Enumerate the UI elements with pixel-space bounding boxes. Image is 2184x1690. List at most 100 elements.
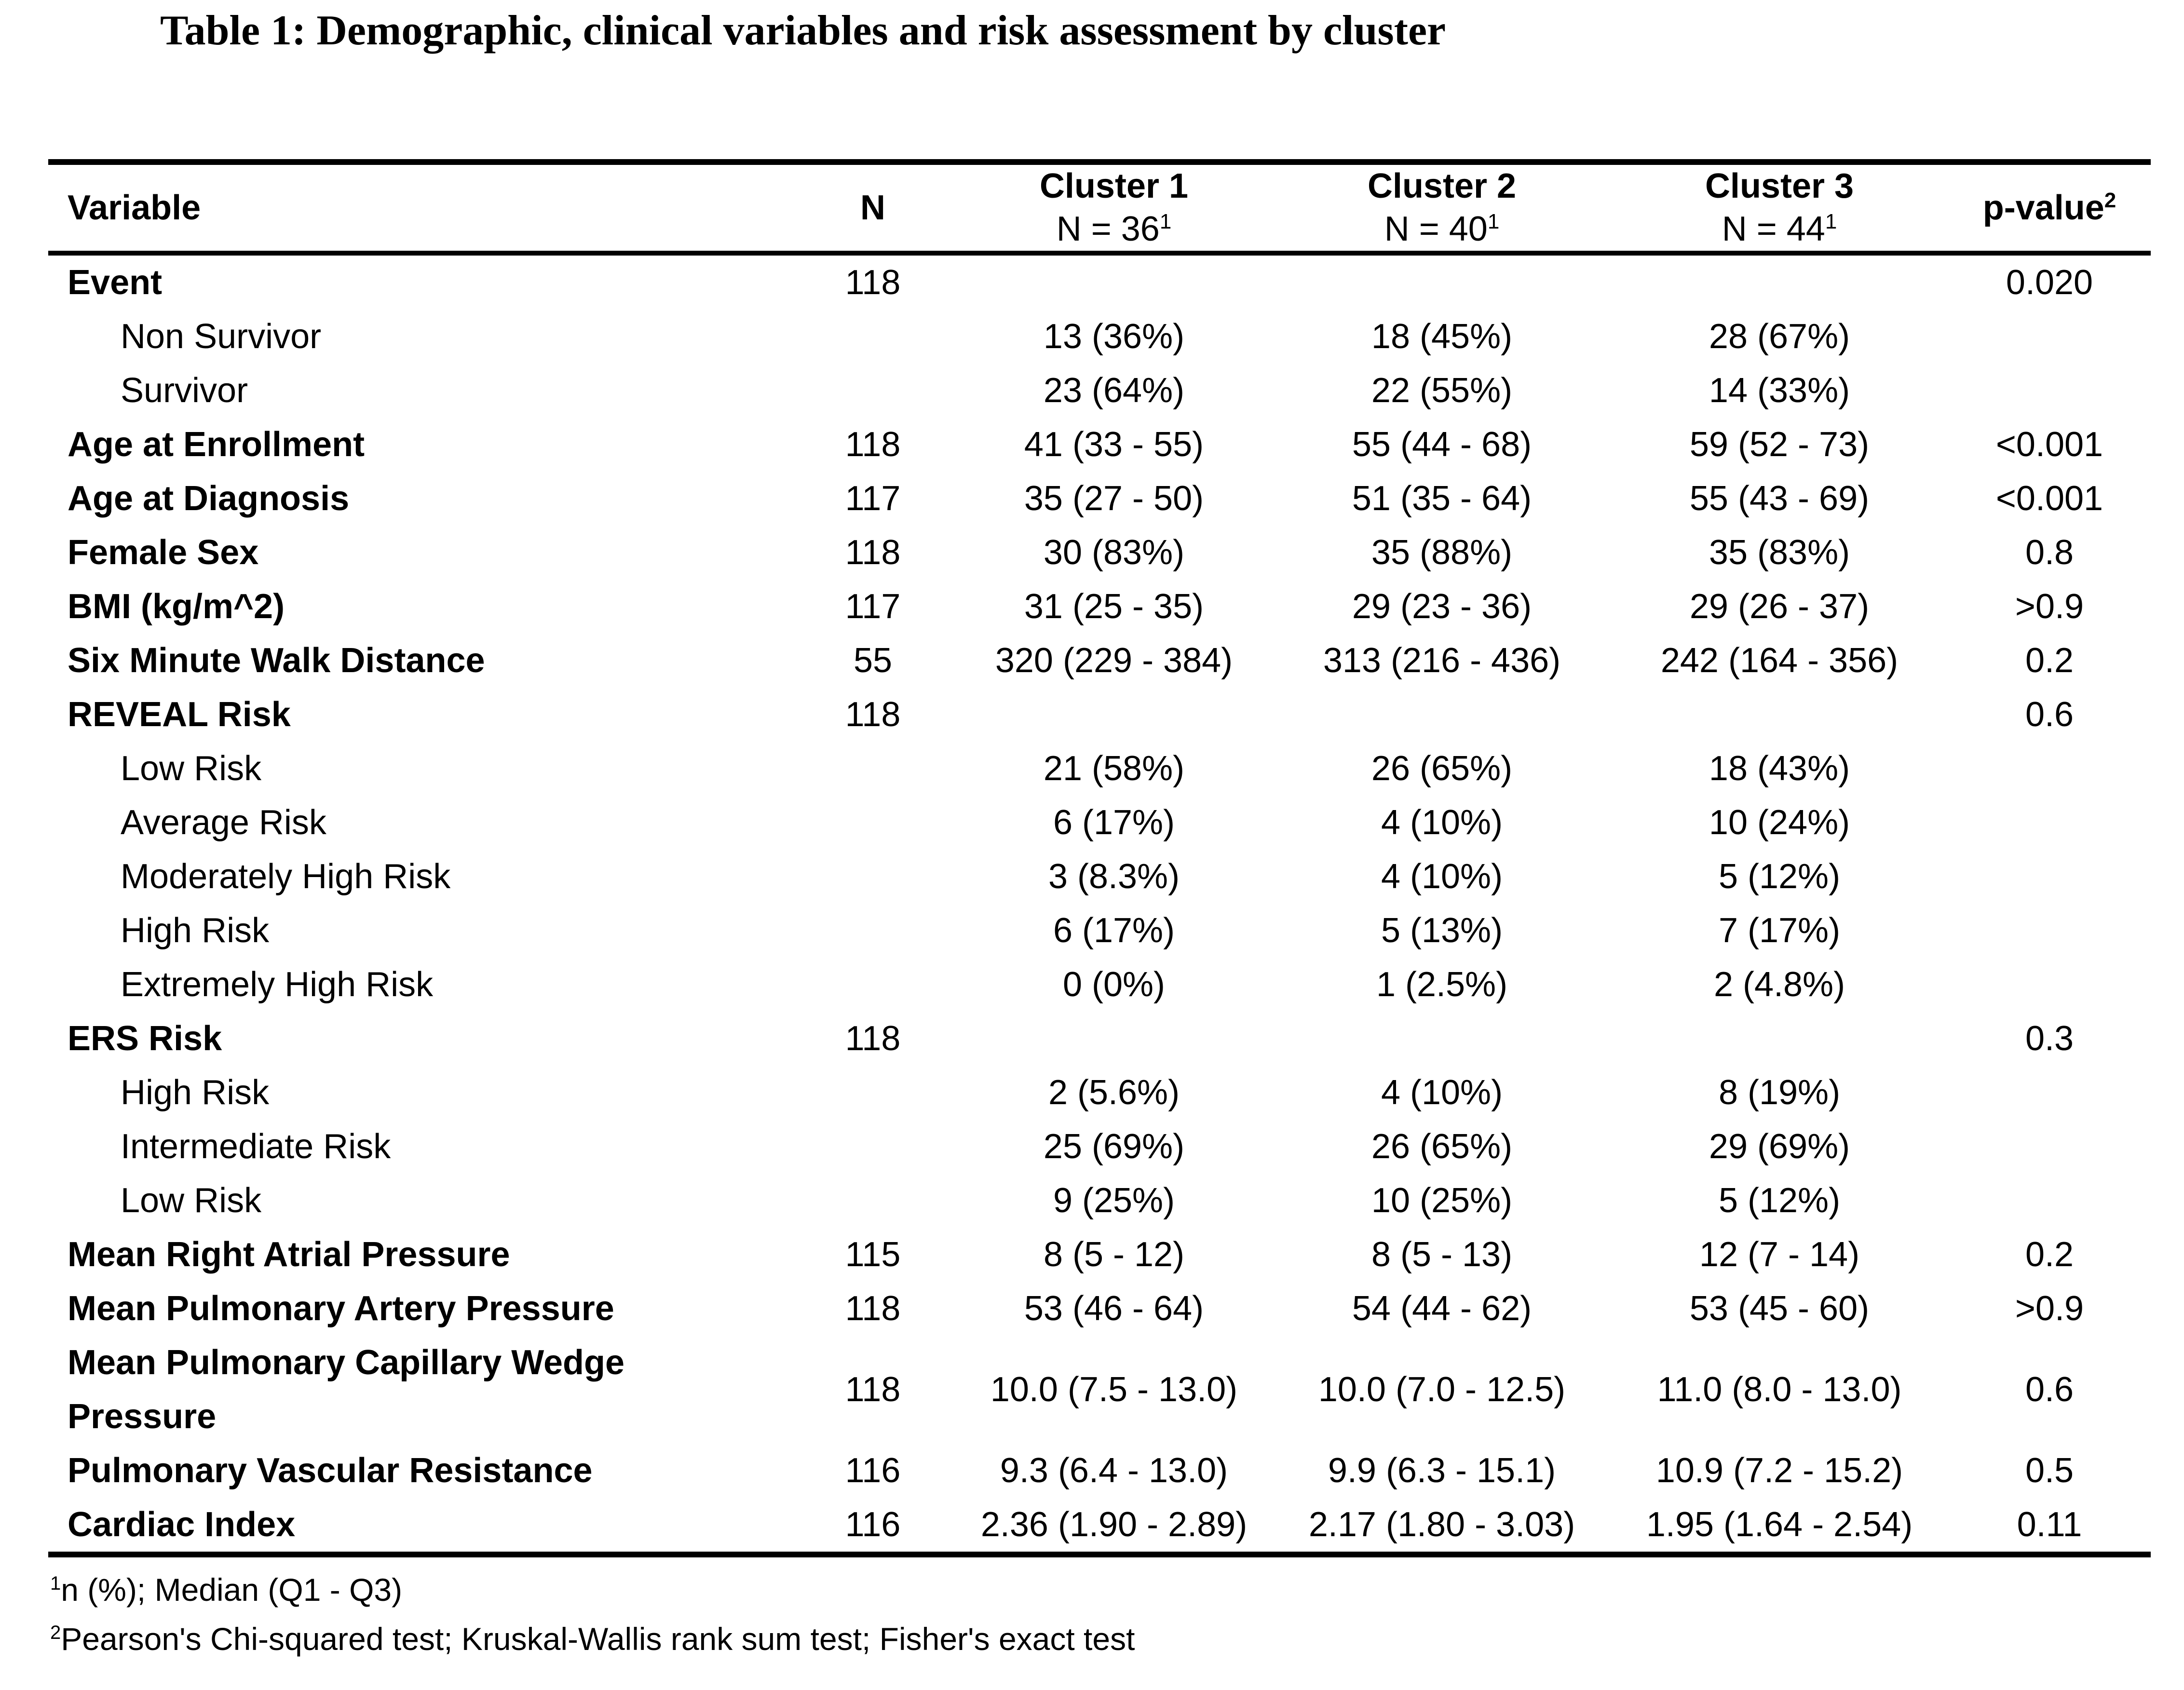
cell-cluster2: 8 (5 - 13) [1371,1235,1513,1274]
footnote-mark-2: 2 [2104,189,2116,212]
cluster3-title: Cluster 3 [1705,167,1854,205]
col-header-cluster3: Cluster 3 N = 441 [1611,162,1948,256]
cell-cluster3: 53 (45 - 60) [1689,1289,1870,1328]
cell-variable: Mean Pulmonary Artery Pressure [68,1289,614,1328]
cell-pvalue: 0.3 [2025,1019,2074,1058]
cell-pvalue [1948,958,2151,1012]
cell-variable: High Risk [121,911,270,950]
table-row: Average Risk 6 (17%) 4 (10%) 10 (24%) [48,796,2151,850]
cell-pvalue: >0.9 [2015,587,2084,626]
cell-cluster1: 41 (33 - 55) [1024,425,1204,464]
cell-cluster3: 7 (17%) [1718,911,1841,950]
summary-table: Variable N Cluster 1 N = 361 Cluster 2 N… [48,159,2151,1557]
cell-cluster2: 5 (13%) [1381,911,1503,950]
cell-n: 116 [845,1505,901,1544]
cell-pvalue [1948,742,2151,796]
cell-cluster1: 30 (83%) [1043,533,1185,572]
cell-cluster3 [1611,688,1948,742]
table-row: High Risk 2 (5.6%) 4 (10%) 8 (19%) [48,1066,2151,1120]
table-row: Survivor 23 (64%) 22 (55%) 14 (33%) [48,364,2151,418]
cell-pvalue: 0.8 [2025,533,2074,572]
cell-cluster1: 6 (17%) [1053,803,1175,842]
table-header: Variable N Cluster 1 N = 361 Cluster 2 N… [48,162,2151,256]
col-header-cluster1: Cluster 1 N = 361 [955,162,1273,256]
cell-cluster1: 9 (25%) [1053,1181,1175,1220]
cell-cluster1 [955,688,1273,742]
cell-cluster2 [1273,253,1611,310]
cell-n [791,1120,955,1174]
cell-cluster2: 22 (55%) [1371,371,1513,410]
cell-variable: Intermediate Risk [121,1127,391,1166]
cell-n [791,958,955,1012]
cell-cluster2: 10 (25%) [1371,1181,1513,1220]
cell-cluster3 [1611,1012,1948,1066]
cell-cluster1: 320 (229 - 384) [995,641,1233,680]
table-row: Non Survivor 13 (36%) 18 (45%) 28 (67%) [48,310,2151,364]
cell-variable: Age at Diagnosis [68,479,350,518]
cell-n: 118 [845,1019,901,1058]
cell-pvalue: 0.6 [2025,695,2074,734]
cell-cluster3: 59 (52 - 73) [1689,425,1870,464]
cell-variable: Average Risk [121,803,326,842]
cell-cluster3: 10 (24%) [1709,803,1850,842]
cell-pvalue [1948,364,2151,418]
cell-pvalue [1948,1174,2151,1228]
cell-n: 118 [845,533,901,572]
cell-cluster3: 55 (43 - 69) [1689,479,1870,518]
cell-cluster3: 2 (4.8%) [1713,965,1845,1004]
cell-cluster2: 313 (216 - 436) [1323,641,1561,680]
cell-n: 117 [845,587,901,626]
cluster1-title: Cluster 1 [1039,167,1189,205]
col-header-variable: Variable [48,162,791,256]
cell-pvalue: 0.020 [2006,263,2093,302]
table-row: High Risk 6 (17%) 5 (13%) 7 (17%) [48,904,2151,958]
cell-cluster2: 10.0 (7.0 - 12.5) [1318,1370,1566,1409]
cell-cluster3: 11.0 (8.0 - 13.0) [1657,1370,1902,1409]
cell-variable: Female Sex [68,533,259,572]
cell-cluster2: 29 (23 - 36) [1352,587,1532,626]
cell-cluster1: 0 (0%) [1062,965,1166,1004]
cell-pvalue [1948,796,2151,850]
cell-cluster3: 8 (19%) [1718,1073,1841,1112]
cell-pvalue: >0.9 [2015,1289,2084,1328]
cell-cluster3: 14 (33%) [1709,371,1850,410]
cell-variable: Pulmonary Vascular Resistance [68,1451,593,1490]
cell-cluster1: 3 (8.3%) [1048,857,1180,896]
cell-cluster1: 23 (64%) [1043,371,1185,410]
cell-variable: Moderately High Risk [121,857,451,896]
cell-cluster2 [1273,1012,1611,1066]
cell-variable: Low Risk [121,749,262,788]
cell-cluster3: 35 (83%) [1709,533,1850,572]
cell-n: 118 [845,425,901,464]
cell-cluster1: 25 (69%) [1043,1127,1185,1166]
footnote-mark-1: 1 [1487,210,1500,233]
table-row: Mean Right Atrial Pressure 115 8 (5 - 12) 8… [48,1228,2151,1282]
table-row: Mean Pulmonary Artery Pressure 118 53 (46 … [48,1282,2151,1336]
table-row: Low Risk 9 (25%) 10 (25%) 5 (12%) [48,1174,2151,1228]
table-row: Female Sex 118 30 (83%) 35 (88%) 35 (83%) 0.8 [48,526,2151,580]
cell-cluster2: 2.17 (1.80 - 3.03) [1308,1505,1575,1544]
cell-cluster3: 5 (12%) [1718,1181,1841,1220]
cell-n [791,364,955,418]
table-row: Age at Enrollment 118 41 (33 - 55) 55 (44 -… [48,418,2151,472]
table-row: Intermediate Risk 25 (69%) 26 (65%) 29 (69%… [48,1120,2151,1174]
cell-cluster2 [1273,688,1611,742]
cell-n: 55 [853,641,893,680]
cell-n [791,1174,955,1228]
cell-n [791,1066,955,1120]
cell-variable: REVEAL Risk [68,695,291,734]
col-header-n: N [791,162,955,256]
col-header-pvalue: p-value2 [1948,162,2151,256]
cell-cluster3: 12 (7 - 14) [1699,1235,1860,1274]
cell-cluster2: 1 (2.5%) [1376,965,1508,1004]
footnote-mark-1: 1 [1159,210,1172,233]
cell-pvalue [1948,904,2151,958]
cell-variable: ERS Risk [68,1019,222,1058]
cell-n: 118 [845,1370,901,1409]
table-row: Mean Pulmonary Capillary Wedge Pressure 1… [48,1336,2151,1444]
cell-pvalue [1948,1120,2151,1174]
header-row: Variable N Cluster 1 N = 361 Cluster 2 N… [48,162,2151,256]
cell-n [791,796,955,850]
cell-cluster3: 18 (43%) [1709,749,1850,788]
cell-n: 118 [845,695,901,734]
